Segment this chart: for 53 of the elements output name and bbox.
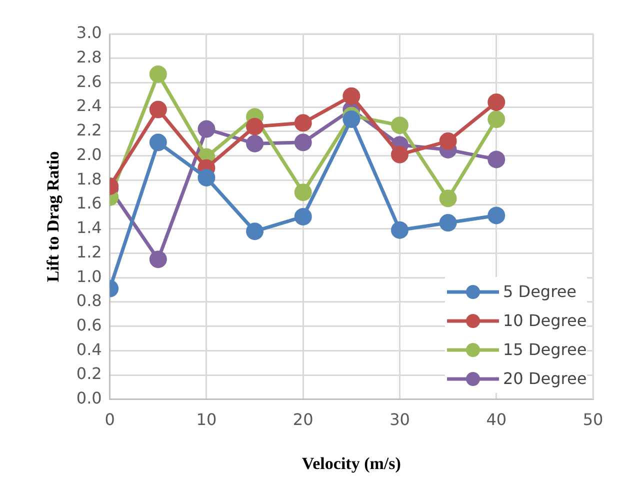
y-tick-label: 2.4 (76, 96, 102, 116)
point (488, 206, 506, 224)
y-tick-label: 1.8 (76, 169, 102, 188)
point (390, 116, 408, 134)
point (149, 100, 167, 118)
y-tick-label: 0.6 (76, 315, 102, 334)
y-tick-label: 0.0 (76, 388, 102, 408)
y-tick-label: 2.2 (76, 120, 102, 140)
legend-label: 5 Degree (503, 281, 576, 304)
point (149, 134, 167, 152)
point (246, 134, 264, 152)
x-tick-label: 50 (582, 410, 604, 430)
legend-label: 20 Degree (503, 368, 587, 390)
y-tick-label: 1.2 (76, 242, 102, 262)
x-tick-label: 0 (104, 410, 115, 430)
y-tick-label: 2.6 (76, 72, 102, 91)
y-tick-label: 2.8 (76, 48, 102, 67)
x-tick-label: 40 (486, 410, 507, 430)
point (149, 250, 167, 268)
y-tick-label: 1.6 (76, 194, 102, 213)
point (198, 168, 216, 186)
point (439, 190, 457, 208)
point (246, 222, 264, 240)
point (294, 134, 312, 152)
point (342, 87, 360, 105)
y-axis-title: Lift to Drag Ratio (44, 151, 63, 282)
x-tick-label: 20 (292, 410, 314, 430)
point (488, 93, 506, 111)
y-tick-label: 0.4 (76, 340, 102, 359)
point (390, 221, 408, 239)
x-axis-title: Velocity (m/s) (302, 454, 401, 474)
point (294, 184, 312, 202)
point (294, 208, 312, 226)
point (294, 114, 312, 132)
point (439, 214, 457, 232)
point (198, 120, 216, 138)
point (149, 65, 167, 83)
y-tick-label: 0.2 (76, 364, 102, 384)
legend-label: 15 Degree (503, 339, 587, 362)
y-tick-label: 0.8 (76, 291, 102, 310)
x-tick-label: 10 (196, 410, 217, 430)
x-tick-label: 30 (390, 410, 410, 430)
y-tick-label: 1.0 (76, 266, 102, 286)
y-tick-label: 2.0 (76, 144, 102, 164)
y-tick-label: 1.4 (76, 218, 102, 238)
point (488, 110, 506, 128)
point (246, 118, 264, 136)
point (439, 132, 457, 150)
point (342, 110, 360, 128)
y-tick-label: 3.0 (76, 23, 102, 42)
point (390, 146, 408, 164)
legend-label: 10 Degree (503, 310, 587, 332)
point (488, 150, 506, 168)
